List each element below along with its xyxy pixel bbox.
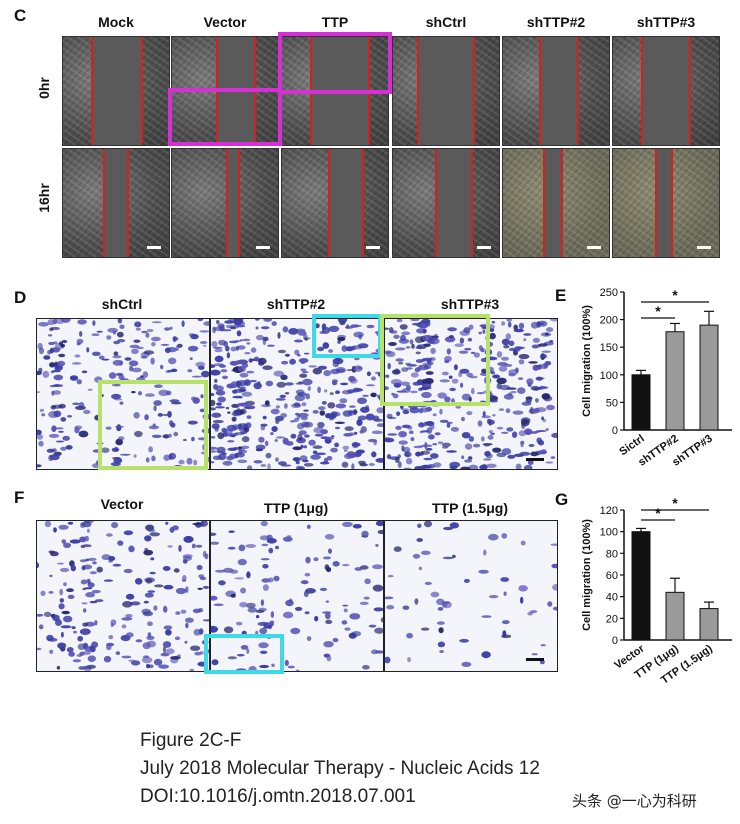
y-tick-label: 50: [606, 397, 618, 409]
scratch-image-r0-c0: [62, 36, 170, 146]
highlight-box-shctrl: [98, 380, 208, 470]
transwell-image-ttp1: [210, 520, 384, 672]
watermark: 头条 @一心为科研: [572, 792, 697, 810]
bar-1: [665, 591, 685, 641]
panel-c-letter: C: [14, 6, 27, 25]
highlight-box-shttp2: [312, 314, 382, 358]
transwell-image-vector: [36, 520, 210, 672]
bar-1: [665, 331, 685, 431]
bar-0: [631, 374, 651, 431]
y-tick-label: 60: [606, 570, 618, 582]
transwell-image-ttp15: [384, 520, 558, 672]
panel-d-col-shctrl: shCtrl: [101, 296, 143, 312]
scratch-image-r0-c3: [392, 36, 500, 146]
panel-f-letter: F: [14, 488, 25, 507]
panel-f-col-vector: Vector: [100, 496, 144, 512]
panel-d-letter: D: [14, 288, 27, 307]
highlight-box-ttp: [278, 32, 392, 94]
y-tick-label: 80: [606, 548, 618, 560]
panel-c-col-shttp3: shTTP#3: [636, 14, 696, 30]
y-tick-label: 20: [606, 613, 618, 625]
bar-2: [699, 608, 719, 641]
panel-f-col-ttp15: TTP (1.5μg): [432, 500, 508, 516]
caption-line-3: DOI:10.1016/j.omtn.2018.07.001: [140, 786, 416, 807]
bar-2: [699, 324, 719, 431]
scratch-image-r0-c5: [612, 36, 720, 146]
highlight-box-ttp1: [204, 634, 284, 674]
panel-f-col-ttp1: TTP (1μg): [263, 500, 329, 516]
scratch-image-r1-c0: [62, 148, 170, 258]
transwell-image-shttp2: [210, 318, 384, 470]
scratch-image-r1-c5: [612, 148, 720, 258]
y-axis-label: Cell migration (100%): [581, 519, 593, 631]
caption-line-1: Figure 2C-F: [140, 730, 242, 751]
y-tick-label: 100: [600, 527, 618, 539]
y-axis-label: Cell migration (100%): [581, 305, 593, 417]
panel-c-col-shttp2: shTTP#2: [526, 14, 586, 30]
panel-c-col-vector: Vector: [203, 14, 247, 30]
highlight-box-vector: [168, 88, 282, 146]
significance-star-0: *: [655, 505, 661, 521]
panel-c-row-0hr: 0hr: [36, 77, 52, 99]
y-tick-label: 250: [600, 287, 618, 299]
y-tick-label: 150: [600, 342, 618, 354]
y-tick-label: 200: [600, 315, 618, 327]
y-tick-label: 120: [600, 505, 618, 517]
panel-c-row-16hr: 16hr: [36, 183, 52, 213]
significance-star-0: *: [655, 303, 661, 319]
panel-e-letter: E: [555, 286, 567, 305]
scratch-image-r1-c2: [281, 148, 389, 258]
bar-0: [631, 531, 651, 641]
y-tick-label: 100: [600, 370, 618, 382]
transwell-image-shttp3: [384, 318, 558, 470]
scratch-image-r1-c3: [392, 148, 500, 258]
panel-c-col-shctrl: shCtrl: [425, 14, 467, 30]
panel-c-col-ttp: TTP: [321, 14, 349, 30]
highlight-box-shttp3: [380, 314, 490, 406]
scale-bar: [526, 458, 544, 461]
caption-line-2: July 2018 Molecular Therapy - Nucleic Ac…: [140, 758, 540, 779]
scratch-image-r1-c4: [502, 148, 610, 258]
panel-c-col-mock: Mock: [98, 14, 134, 30]
transwell-image-shctrl: [36, 318, 210, 470]
significance-star-1: *: [672, 495, 678, 511]
scratch-image-r1-c1: [171, 148, 279, 258]
y-tick-label: 0: [612, 635, 618, 647]
panel-d-col-shttp2: shTTP#2: [266, 296, 326, 312]
y-tick-label: 40: [606, 592, 618, 604]
panel-d-col-shttp3: shTTP#3: [440, 296, 500, 312]
significance-star-1: *: [672, 287, 678, 303]
y-tick-label: 0: [612, 425, 618, 437]
panel-g-letter: G: [555, 490, 569, 509]
scale-bar-f: [526, 658, 544, 661]
scratch-image-r0-c4: [502, 36, 610, 146]
